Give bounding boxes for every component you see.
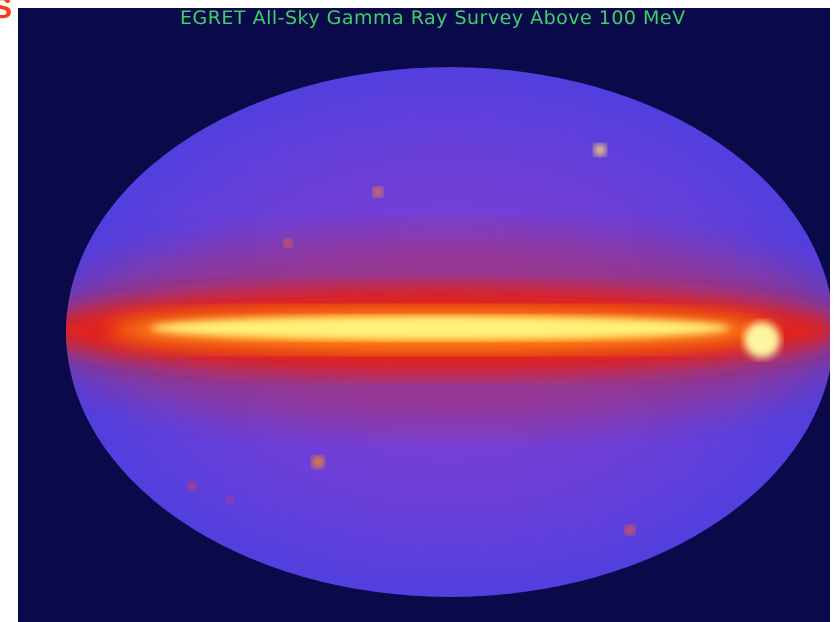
hot-spot: [373, 187, 383, 197]
plane-core: [150, 316, 730, 340]
hot-spot: [312, 456, 324, 468]
hot-spot: [227, 497, 233, 503]
hot-spot: [284, 239, 292, 247]
hot-spot: [188, 482, 196, 490]
hot-spot: [625, 525, 635, 535]
hot-spot: [594, 144, 606, 156]
page: EGRET All-Sky Gamma Ray Survey Above 100…: [0, 0, 838, 622]
map-title: EGRET All-Sky Gamma Ray Survey Above 100…: [180, 7, 686, 29]
hot-spot: [744, 322, 780, 358]
corner-label: S: [0, 0, 12, 25]
sky-map-image: EGRET All-Sky Gamma Ray Survey Above 100…: [0, 0, 838, 622]
